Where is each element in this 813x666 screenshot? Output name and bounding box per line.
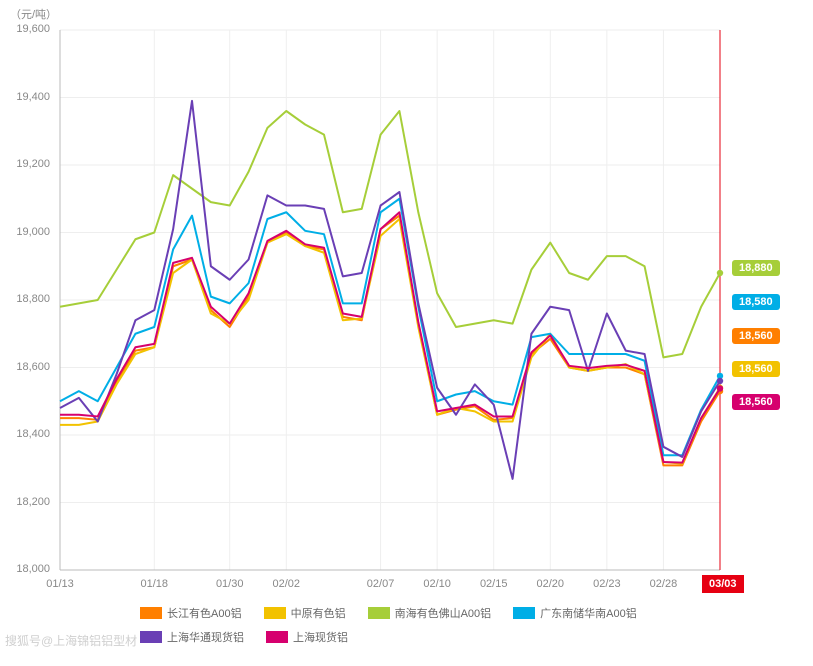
legend-item[interactable]: 上海现货铝 (266, 629, 348, 645)
series-line (60, 101, 720, 479)
series-end-marker (717, 378, 723, 384)
legend-swatch (140, 607, 162, 619)
chart-container: （元/吨） 18,000 18,200 18,400 18,600 18,800 19,0… (0, 0, 813, 661)
x-tick-label: 02/02 (273, 578, 301, 590)
legend-label: 上海现货铝 (293, 629, 348, 645)
legend-swatch (266, 631, 288, 643)
y-tick-label: 18,800 (5, 293, 50, 305)
y-tick-label: 18,600 (5, 361, 50, 373)
legend-item[interactable]: 上海华通现货铝 (140, 629, 244, 645)
legend-item[interactable]: 长江有色A00铝 (140, 605, 242, 621)
y-tick-label: 18,000 (5, 563, 50, 575)
x-tick-label: 01/18 (141, 578, 169, 590)
x-tick-label: 02/23 (593, 578, 621, 590)
x-tick-label: 02/28 (650, 578, 678, 590)
series-end-marker (717, 385, 723, 391)
x-tick-label: 01/13 (46, 578, 74, 590)
y-axis-unit: （元/吨） (10, 6, 57, 22)
legend-swatch (140, 631, 162, 643)
legend-label: 广东南储华南A00铝 (540, 605, 637, 621)
y-tick-label: 19,200 (5, 158, 50, 170)
legend-item[interactable]: 广东南储华南A00铝 (513, 605, 637, 621)
y-tick-label: 18,400 (5, 428, 50, 440)
chart-svg (0, 0, 813, 661)
value-badge: 18,880 (732, 260, 780, 276)
legend-item[interactable]: 南海有色佛山A00铝 (368, 605, 492, 621)
watermark: 搜狐号@上海锦铝铝型材 (5, 632, 137, 649)
current-date-badge: 03/03 (702, 575, 744, 593)
y-tick-label: 18,200 (5, 496, 50, 508)
series-line (60, 212, 720, 462)
value-badge: 18,560 (732, 328, 780, 344)
x-tick-label: 02/20 (537, 578, 565, 590)
y-tick-label: 19,000 (5, 226, 50, 238)
y-tick-label: 19,600 (5, 23, 50, 35)
value-badge: 18,560 (732, 361, 780, 377)
legend: 长江有色A00铝 中原有色铝 南海有色佛山A00铝 广东南储华南A00铝上海华通现货铝… (140, 605, 700, 653)
series-end-marker (717, 270, 723, 276)
legend-label: 上海华通现货铝 (167, 629, 244, 645)
x-tick-label: 02/15 (480, 578, 508, 590)
value-badge: 18,560 (732, 394, 780, 410)
legend-swatch (368, 607, 390, 619)
x-tick-label: 02/10 (423, 578, 451, 590)
legend-item[interactable]: 中原有色铝 (264, 605, 346, 621)
x-tick-label: 01/30 (216, 578, 244, 590)
legend-label: 长江有色A00铝 (167, 605, 242, 621)
legend-label: 南海有色佛山A00铝 (395, 605, 492, 621)
legend-swatch (264, 607, 286, 619)
legend-label: 中原有色铝 (291, 605, 346, 621)
legend-swatch (513, 607, 535, 619)
y-tick-label: 19,400 (5, 91, 50, 103)
x-tick-label: 02/07 (367, 578, 395, 590)
value-badge: 18,580 (732, 294, 780, 310)
